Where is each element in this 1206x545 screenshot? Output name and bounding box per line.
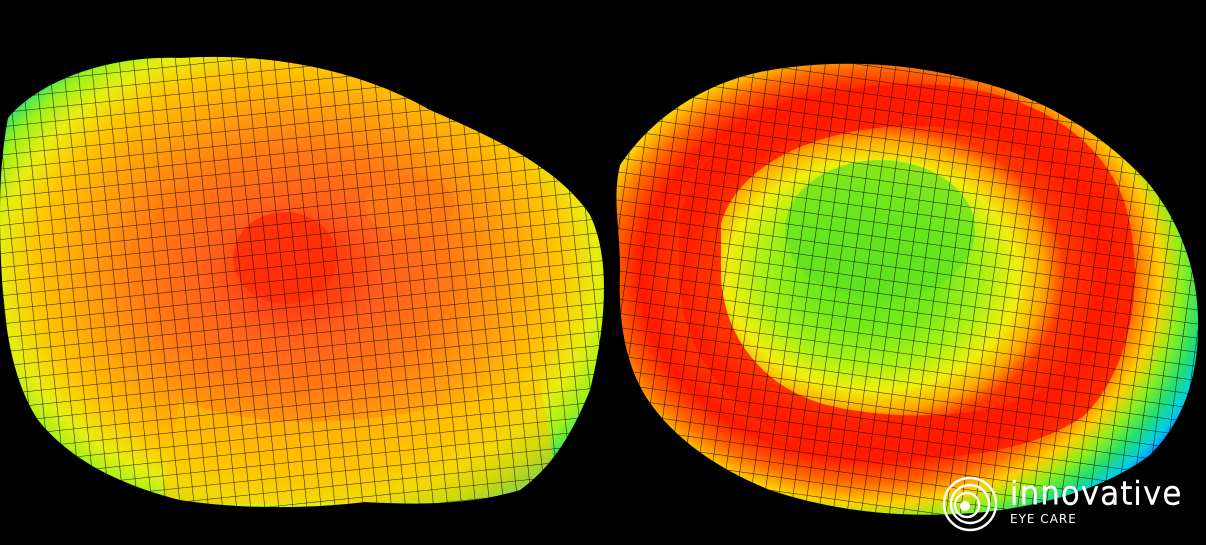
innovative-eye-care-logo: innovative EYE CARE [940,474,1190,534]
right-corneal-map [616,63,1199,515]
left-corneal-map [0,56,604,508]
eye-logo-icon [942,476,998,532]
logo-wordmark: innovative [1009,476,1183,512]
logo-subtitle: EYE CARE [1010,512,1077,526]
